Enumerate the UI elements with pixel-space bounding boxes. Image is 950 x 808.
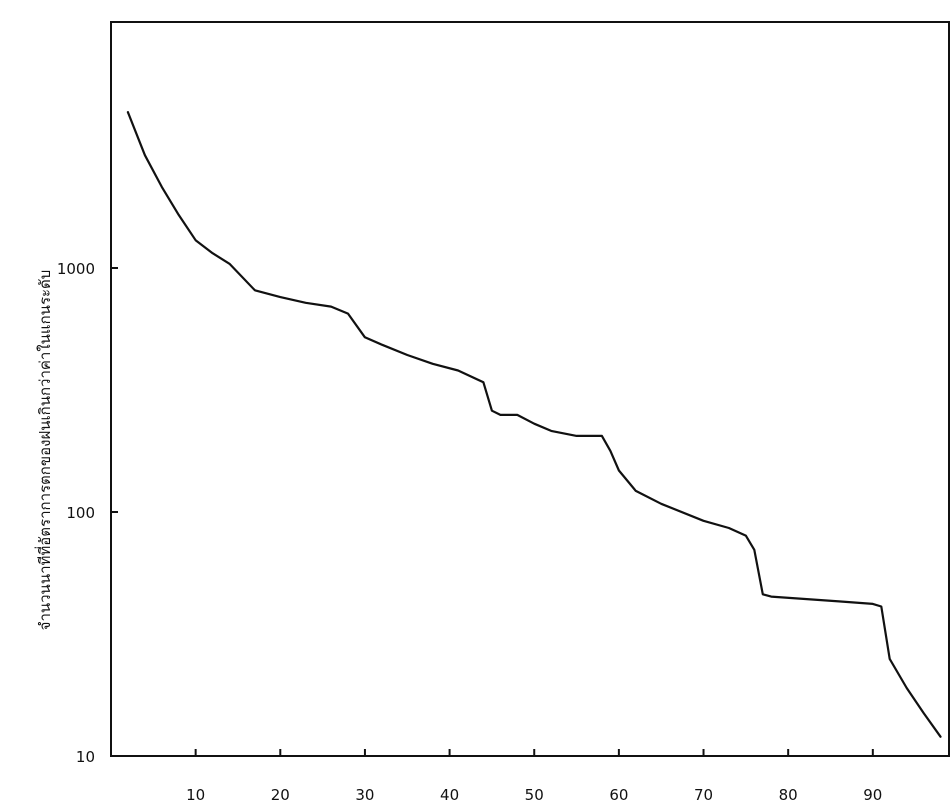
y-tick-marks — [111, 267, 118, 757]
x-tick-label: 20 — [271, 786, 290, 804]
x-tick-label: 10 — [186, 786, 205, 804]
y-tick-label: 1000 — [57, 260, 95, 278]
y-axis-label: จำนวนนาทีที่อัตราการตกของฝนเกินกว่าค่าใน… — [34, 270, 54, 631]
x-tick-label: 40 — [440, 786, 459, 804]
x-tick-label: 90 — [863, 786, 882, 804]
series-line — [126, 111, 942, 738]
y-tick-label: 100 — [66, 504, 95, 522]
y-tick-labels: 10 100 1000 — [57, 260, 95, 766]
x-tick-label: 60 — [609, 786, 628, 804]
y-tick-label: 10 — [76, 748, 95, 766]
x-tick-label: 70 — [694, 786, 713, 804]
x-tick-labels: 10 20 30 40 50 60 70 80 90 — [186, 786, 882, 804]
x-tick-marks — [194, 749, 874, 756]
plot-frame — [110, 21, 950, 757]
x-tick-label: 80 — [779, 786, 798, 804]
x-tick-label: 30 — [355, 786, 374, 804]
x-tick-label: 50 — [525, 786, 544, 804]
series-layer — [126, 111, 942, 738]
